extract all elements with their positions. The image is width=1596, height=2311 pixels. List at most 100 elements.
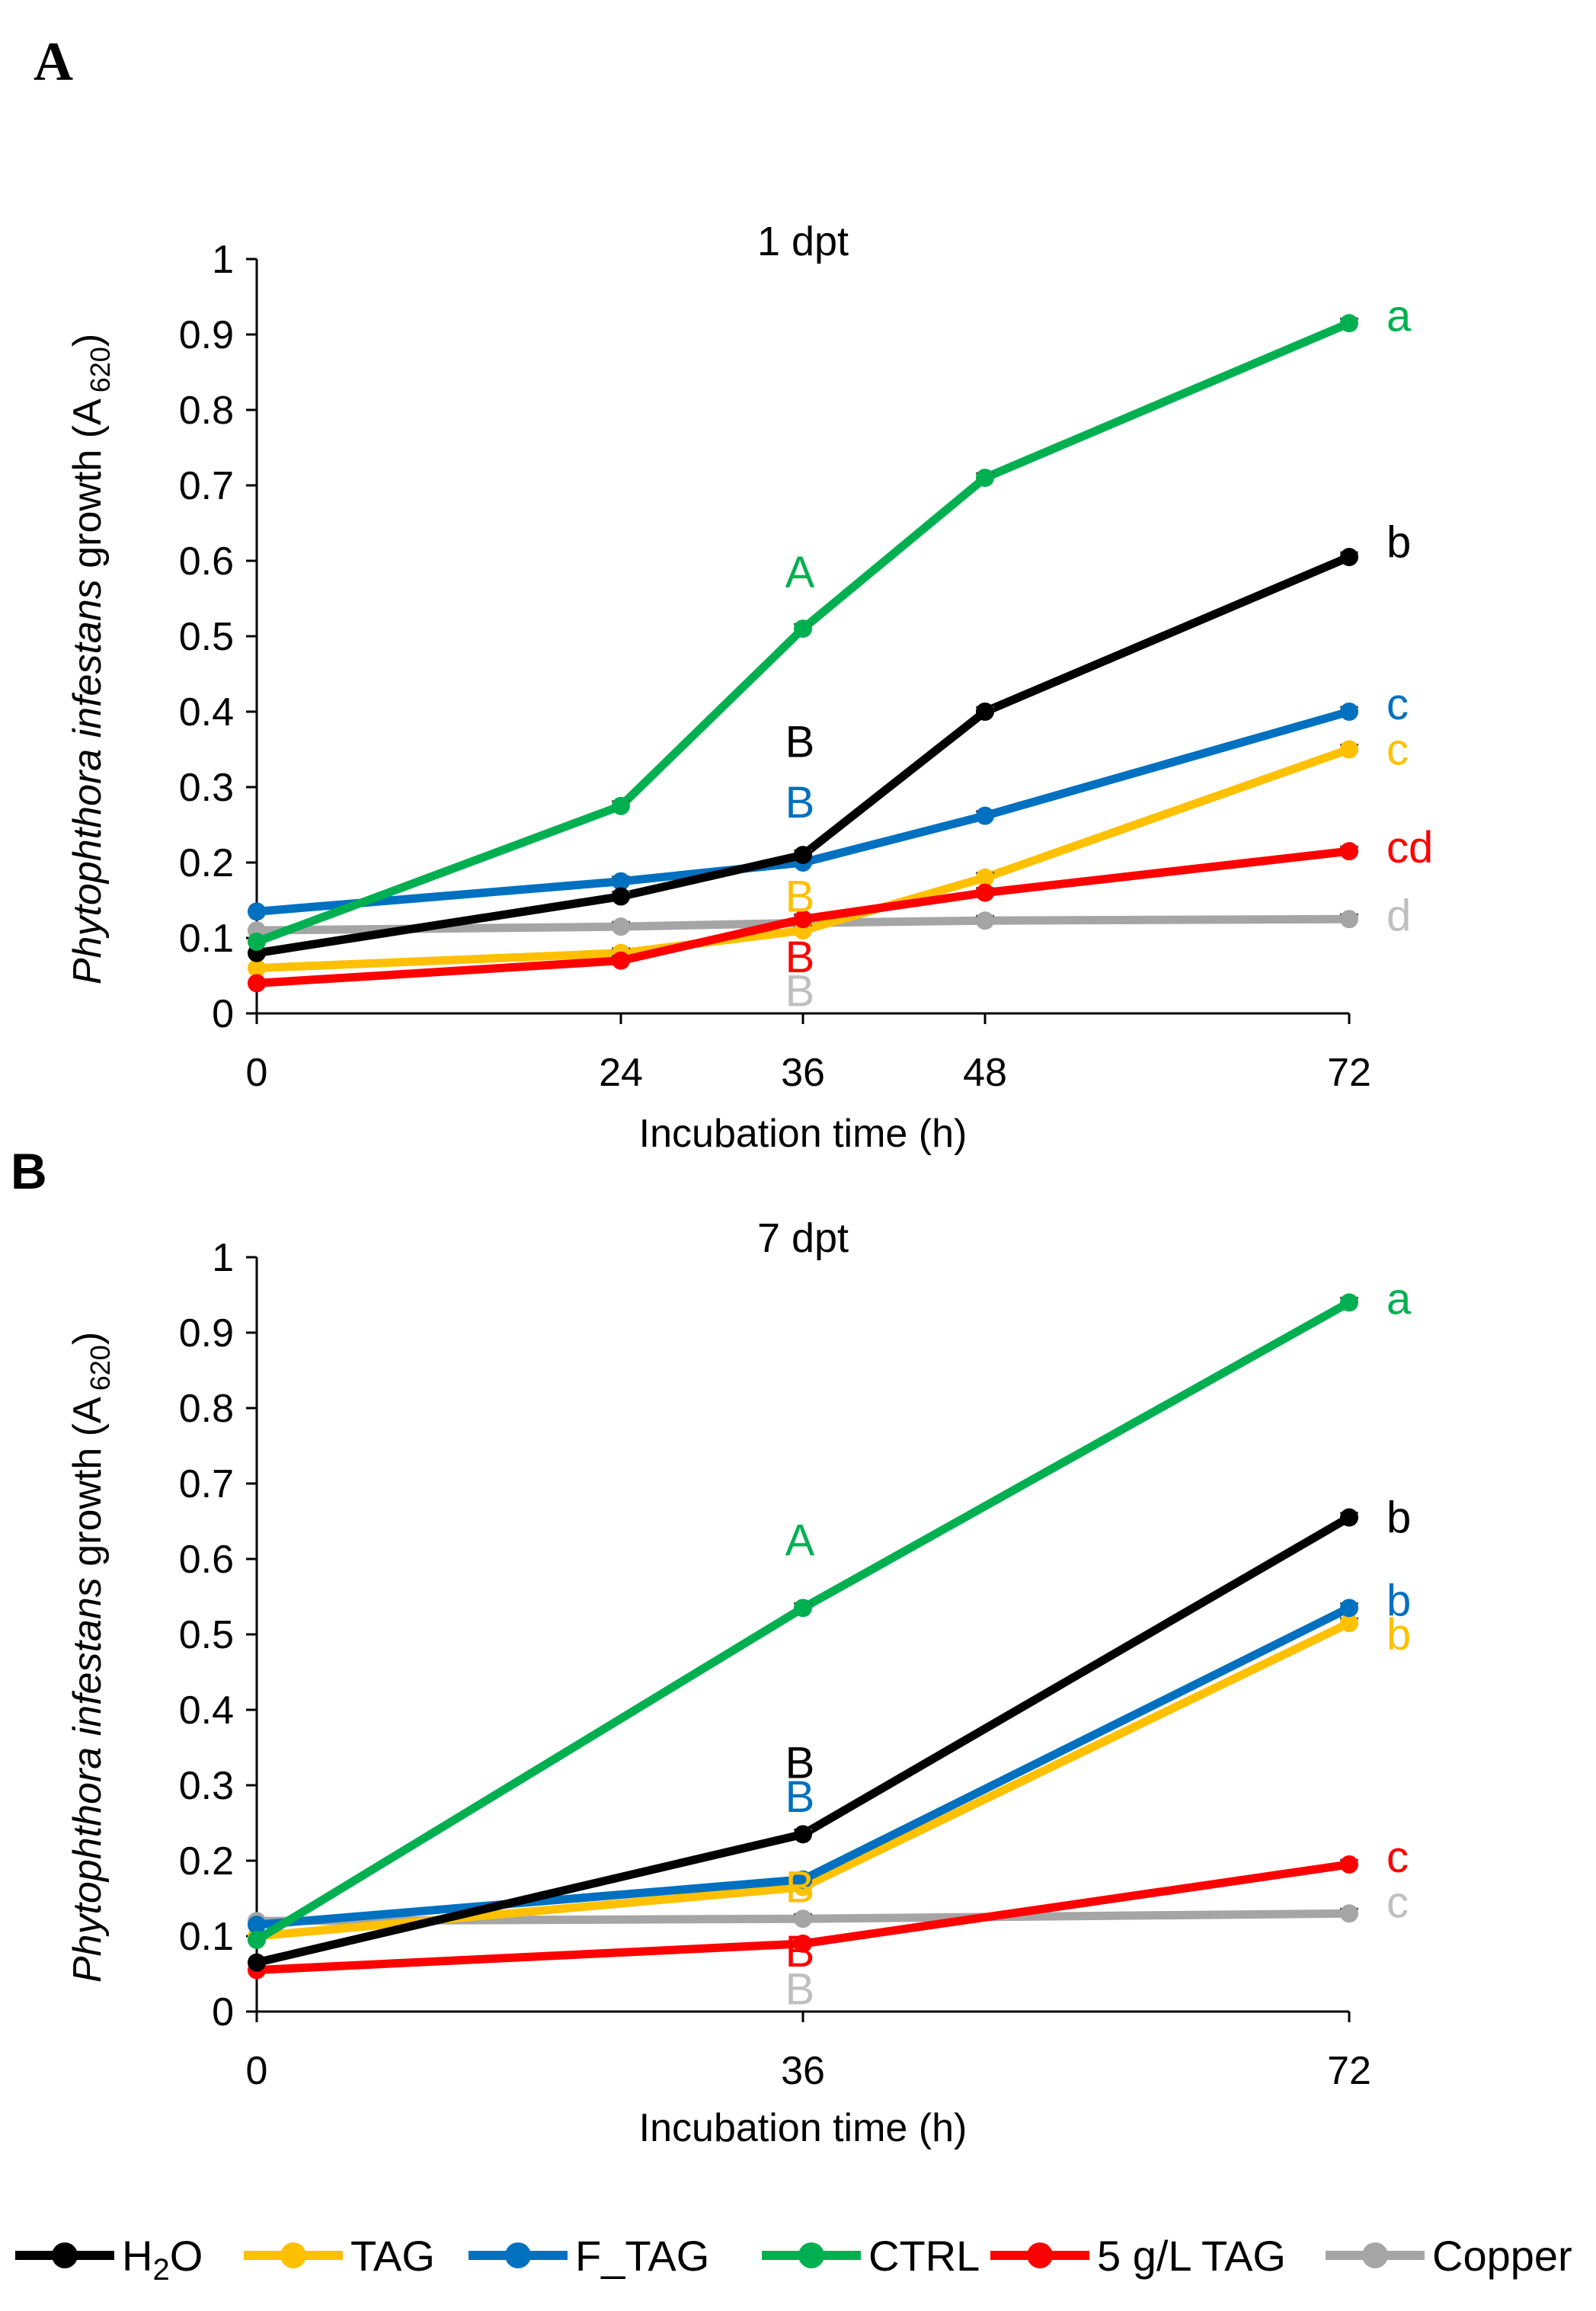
- end-label: c: [1387, 725, 1409, 775]
- chart-panel-a: 1 dpt 0 0.1 0.2 0.3 0.4 0.5 0.6 0.7 0.8 0.9 1 0 24 36 4…: [66, 219, 1433, 1156]
- y-tick-label: 0.5: [179, 1613, 234, 1657]
- mid-label: B: [785, 933, 815, 982]
- data-point: [1340, 910, 1358, 929]
- y-tick-label: 0: [212, 1990, 234, 2034]
- y-tick-label: 0.7: [179, 464, 234, 508]
- y-axis-label: Phytophthora infestans growth (A620): [66, 334, 116, 984]
- data-point: [612, 872, 630, 891]
- x-axis-label: Incubation time (h): [639, 2106, 968, 2150]
- data-point: [794, 619, 812, 639]
- y-tick-label: 0.6: [179, 1538, 234, 1582]
- data-point: [248, 974, 266, 993]
- end-label: c: [1387, 1877, 1409, 1927]
- data-point: [794, 1870, 812, 1889]
- mid-label: B: [785, 1964, 815, 2014]
- y-axis-label: Phytophthora infestans growth (A620): [66, 1332, 116, 1983]
- x-axis-label: Incubation time (h): [639, 1112, 968, 1156]
- legend-label: F_TAG: [575, 2232, 709, 2280]
- data-point: [794, 1909, 812, 1929]
- end-label: b: [1387, 517, 1411, 567]
- data-point: [1340, 1293, 1358, 1312]
- data-point: [794, 1599, 812, 1618]
- data-point: [612, 796, 630, 815]
- y-tick-label: 0: [212, 992, 234, 1036]
- y-tick-label: 0.5: [179, 615, 234, 659]
- mid-label: B: [785, 1772, 815, 1822]
- y-tick-label: 0.4: [179, 690, 234, 735]
- data-point: [976, 868, 994, 887]
- y-tick-label: 0.9: [179, 1311, 234, 1356]
- data-point: [248, 959, 266, 978]
- panel-label-b: B: [11, 1143, 47, 1199]
- chart-title: 1 dpt: [757, 219, 849, 264]
- end-label: c: [1387, 680, 1409, 729]
- y-tick-label: 0.7: [179, 1462, 234, 1506]
- x-tick-label: 48: [963, 1051, 1007, 1095]
- x-tick-label: 72: [1327, 2049, 1371, 2093]
- y-tick-label: 0.8: [179, 389, 234, 433]
- mid-label: A: [785, 1516, 815, 1565]
- y-tick-label: 0.1: [179, 1915, 234, 1959]
- mid-label: B: [785, 1863, 815, 1912]
- x-tick-label: 72: [1327, 1051, 1371, 1095]
- end-label: b: [1387, 1610, 1411, 1660]
- x-tick-label: 36: [781, 2049, 825, 2093]
- y-tick-label: 0.1: [179, 917, 234, 961]
- data-point: [248, 902, 266, 921]
- y-tick-label: 0.3: [179, 766, 234, 810]
- mid-label: B: [785, 1927, 815, 1977]
- data-point: [976, 703, 994, 721]
- x-tick-label: 0: [246, 1051, 268, 1095]
- legend-marker: [505, 2242, 531, 2268]
- end-label: c: [1387, 1832, 1409, 1882]
- y-tick-label: 1: [212, 238, 234, 282]
- mid-label: B: [785, 718, 815, 767]
- data-point: [976, 469, 994, 488]
- data-point: [794, 910, 812, 929]
- data-point: [1340, 314, 1358, 333]
- mid-label: B: [785, 778, 815, 827]
- data-point: [248, 1916, 266, 1935]
- y-tick-label: 1: [212, 1236, 234, 1280]
- legend-label: Copper: [1432, 2232, 1572, 2280]
- end-label: a: [1387, 291, 1412, 341]
- data-point: [1340, 548, 1358, 567]
- data-point: [1340, 1508, 1358, 1527]
- data-point: [612, 951, 630, 970]
- y-tick-label: 0.6: [179, 539, 234, 584]
- mid-label: B: [785, 966, 815, 1016]
- data-point: [1340, 1904, 1358, 1923]
- panel-label-a: A: [34, 31, 73, 92]
- data-point: [248, 1930, 266, 1949]
- data-point: [794, 1934, 812, 1953]
- legend: H2O TAG F_TAG CTRL 5 g/L TAG Copper: [15, 2232, 1572, 2287]
- y-tick-label: 0.2: [179, 1839, 234, 1884]
- legend-label: TAG: [350, 2232, 435, 2280]
- data-point: [1340, 842, 1358, 861]
- chart-panel-b: 7 dpt 0 0.1 0.2 0.3 0.4 0.5 0.6 0.7 0.8 0.9 1 0 36 72 I…: [66, 1215, 1412, 2150]
- legend-marker: [52, 2242, 78, 2268]
- end-label: d: [1387, 891, 1411, 940]
- end-label: cd: [1387, 823, 1433, 872]
- legend-marker: [798, 2242, 824, 2268]
- data-point: [612, 887, 630, 906]
- data-point: [612, 917, 630, 936]
- legend-label: 5 g/L TAG: [1097, 2232, 1286, 2280]
- mid-label: B: [785, 1738, 815, 1788]
- data-point: [1340, 1855, 1358, 1874]
- data-point: [1340, 740, 1358, 759]
- chart-title: 7 dpt: [757, 1215, 849, 1261]
- y-tick-label: 0.8: [179, 1387, 234, 1431]
- legend-marker: [1362, 2242, 1388, 2268]
- legend-label: CTRL: [868, 2232, 980, 2280]
- x-tick-label: 0: [246, 2049, 268, 2093]
- y-tick-label: 0.4: [179, 1688, 234, 1733]
- y-tick-label: 0.3: [179, 1764, 234, 1808]
- data-point: [976, 806, 994, 825]
- data-point: [976, 883, 994, 902]
- end-label: b: [1387, 1576, 1411, 1625]
- y-tick-label: 0.9: [179, 313, 234, 357]
- legend-marker: [280, 2242, 306, 2268]
- data-point: [248, 932, 266, 951]
